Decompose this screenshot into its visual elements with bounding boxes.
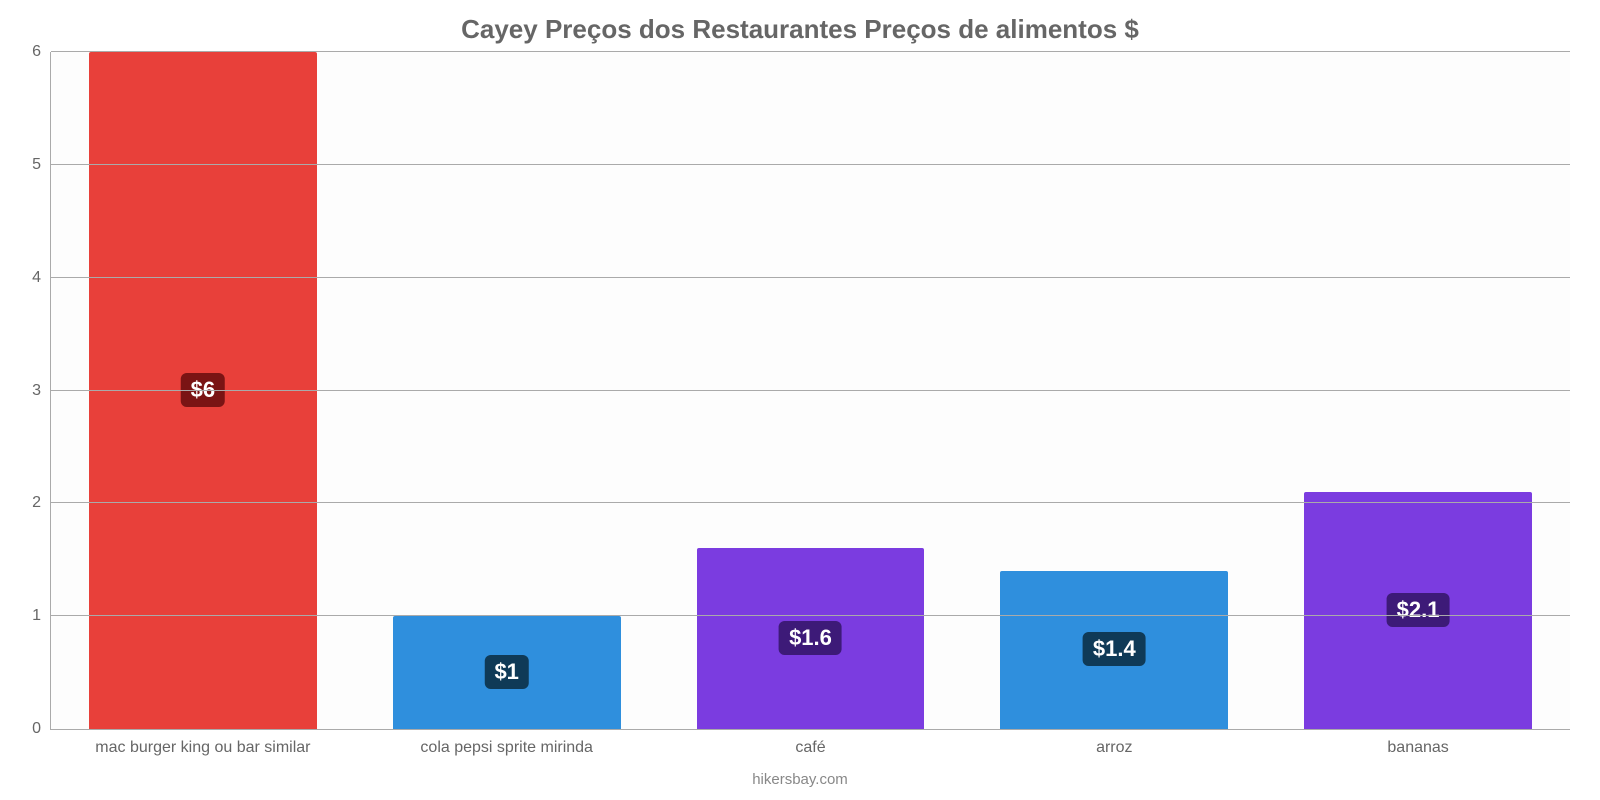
gridline [51,277,1570,278]
y-tick-label: 0 [32,720,51,738]
gridline [51,51,1570,52]
chart-title: Cayey Preços dos Restaurantes Preços de … [0,0,1600,51]
x-axis-labels: mac burger king ou bar similarcola pepsi… [51,729,1570,757]
y-tick-label: 6 [32,43,51,61]
bar-slot: $6 [51,52,355,729]
bar-value-label: $1.6 [779,621,842,655]
plot-area: $6$1$1.6$1.4$2.1 mac burger king ou bar … [50,52,1570,730]
footer-credit: hikersbay.com [0,771,1600,788]
x-axis-label: bananas [1266,739,1570,757]
bar-value-label: $2.1 [1387,593,1450,627]
gridline [51,502,1570,503]
gridline [51,164,1570,165]
x-axis-label: arroz [962,739,1266,757]
x-axis-label: cola pepsi sprite mirinda [355,739,659,757]
y-tick-label: 5 [32,156,51,174]
y-tick-label: 4 [32,269,51,287]
gridline [51,390,1570,391]
bar-slot: $1 [355,52,659,729]
plot-wrapper: $6$1$1.6$1.4$2.1 mac burger king ou bar … [50,52,1570,730]
bar-value-label: $1 [484,655,528,689]
x-axis-label: café [659,739,963,757]
x-axis-label: mac burger king ou bar similar [51,739,355,757]
bars-row: $6 $1 $1.6 $1.4 $2.1 [51,52,1570,729]
y-tick-label: 2 [32,494,51,512]
price-bar-chart: Cayey Preços dos Restaurantes Preços de … [0,0,1600,800]
y-tick-label: 1 [32,607,51,625]
bar-slot: $1.4 [962,52,1266,729]
bar-slot: $1.6 [659,52,963,729]
bar-value-label: $1.4 [1083,632,1146,666]
y-tick-label: 3 [32,382,51,400]
gridline [51,615,1570,616]
bar-slot: $2.1 [1266,52,1570,729]
